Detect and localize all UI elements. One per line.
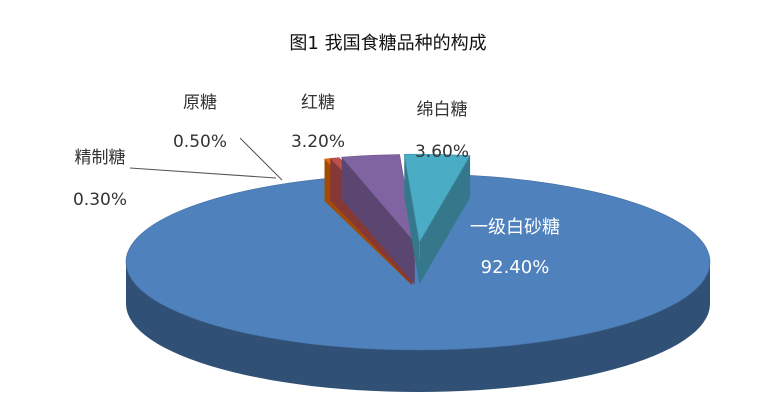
slice-value: 3.60% bbox=[415, 142, 469, 162]
slice-label: 红糖 bbox=[301, 93, 335, 113]
slice-label: 原糖 bbox=[183, 93, 217, 113]
slice-label: 绵白糖 bbox=[417, 100, 468, 120]
slice-side bbox=[419, 155, 471, 285]
slice-value: 0.50% bbox=[173, 132, 227, 152]
slice-side bbox=[341, 157, 415, 285]
slice bbox=[341, 154, 416, 244]
slice-label: 一级白砂糖 bbox=[470, 217, 560, 238]
pie bbox=[125, 153, 711, 392]
slice-side bbox=[404, 154, 420, 285]
slice-value: 0.30% bbox=[73, 190, 127, 210]
chart-title: 图1 我国食糖品种的构成 bbox=[289, 33, 486, 54]
slice-side bbox=[126, 262, 710, 392]
leader-line bbox=[239, 137, 283, 181]
slice-value: 92.40% bbox=[481, 257, 550, 278]
slice-value: 3.20% bbox=[291, 132, 345, 152]
slice bbox=[403, 153, 471, 244]
slice-label: 精制糖 bbox=[75, 148, 126, 168]
leader-line bbox=[129, 167, 277, 179]
